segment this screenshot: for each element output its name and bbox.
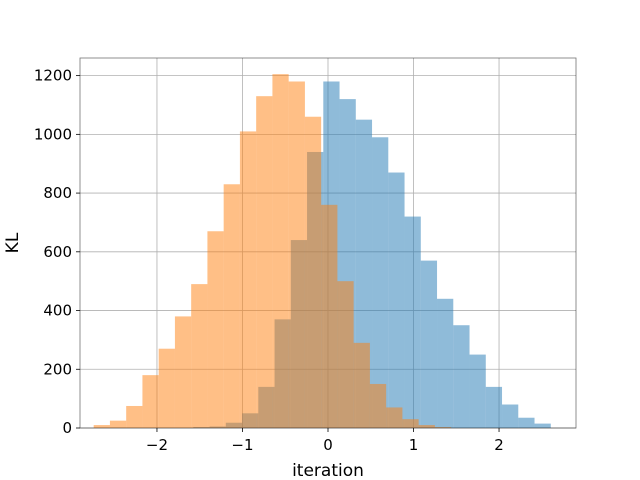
histogram-bars xyxy=(93,74,551,429)
x-tick-label: −1 xyxy=(231,436,253,454)
x-axis-label: iteration xyxy=(292,461,364,480)
histogram-bar xyxy=(174,316,192,428)
histogram-bar xyxy=(418,425,435,428)
y-tick-label: 800 xyxy=(43,184,72,202)
histogram-bar xyxy=(109,420,127,428)
y-tick-label: 1200 xyxy=(34,67,72,85)
histogram-bar xyxy=(126,405,143,428)
histogram-bar xyxy=(337,281,354,428)
histogram-bar xyxy=(420,260,438,428)
histogram-bar xyxy=(207,231,224,428)
histogram-bar xyxy=(272,74,289,429)
x-tick-label: 2 xyxy=(494,436,504,454)
histogram-bar xyxy=(518,417,535,428)
histogram-bar xyxy=(142,375,159,428)
histogram-bar xyxy=(453,325,470,428)
histogram-bar xyxy=(93,425,110,428)
histogram-bar xyxy=(256,96,273,428)
y-tick-label: 1000 xyxy=(34,125,72,143)
y-tick-label: 0 xyxy=(62,419,72,437)
histogram-bar xyxy=(437,298,454,428)
histogram-bar xyxy=(321,204,338,428)
histogram-bar xyxy=(502,404,519,428)
axis-ticks: −2 −1 0 1 2 0 200 400 600 800 1000 1200 xyxy=(34,67,504,454)
histogram-bar xyxy=(372,137,389,429)
histogram-bar xyxy=(469,354,486,428)
histogram-bar xyxy=(158,348,175,428)
y-tick-label: 400 xyxy=(43,302,72,320)
histogram-bar xyxy=(369,383,387,428)
histogram-bar xyxy=(304,116,322,428)
histogram-bar xyxy=(402,419,419,428)
x-tick-label: 0 xyxy=(323,436,333,454)
histogram-bar xyxy=(223,184,240,428)
histogram-bar xyxy=(534,423,551,428)
y-axis-label: KL xyxy=(3,232,23,253)
histogram-bar xyxy=(288,81,305,428)
histogram-bar xyxy=(386,407,403,428)
y-tick-label: 600 xyxy=(43,243,72,261)
histogram-bar xyxy=(434,427,452,428)
histogram-bar xyxy=(485,386,503,428)
histogram-bar xyxy=(191,284,208,428)
x-tick-label: −2 xyxy=(146,436,168,454)
x-tick-label: 1 xyxy=(409,436,419,454)
histogram-bar xyxy=(388,172,405,428)
histogram-bar xyxy=(404,216,421,428)
histogram-bar xyxy=(239,131,257,428)
y-tick-label: 200 xyxy=(43,360,72,378)
histogram-bar xyxy=(353,342,370,428)
